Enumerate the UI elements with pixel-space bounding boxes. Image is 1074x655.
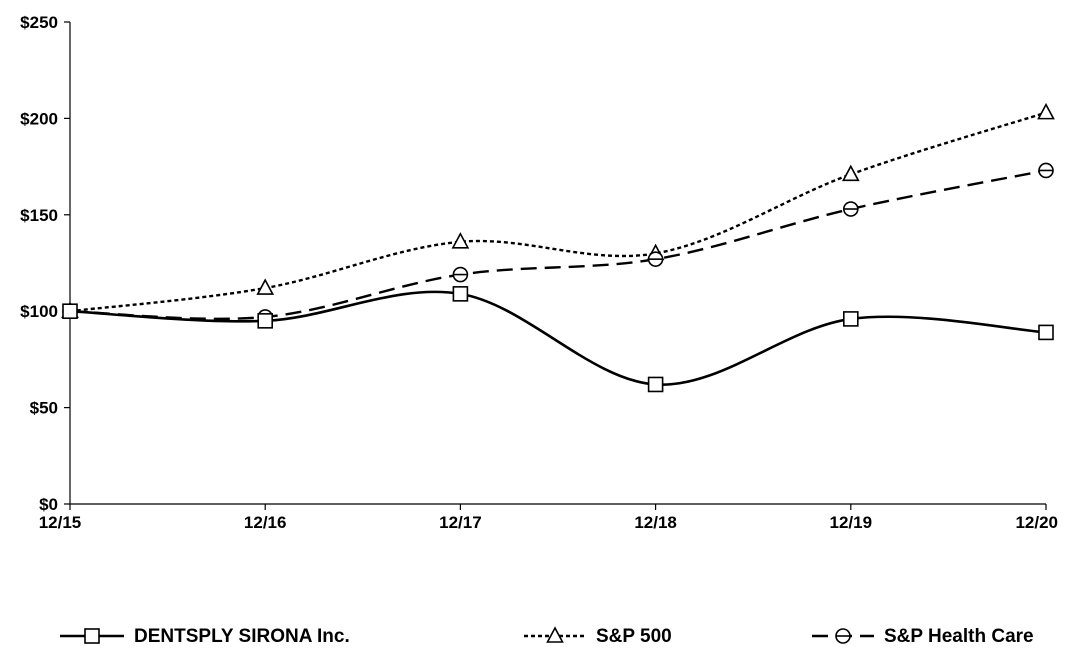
y-tick-label: $100: [20, 302, 58, 321]
legend-label: DENTSPLY SIRONA Inc.: [134, 626, 350, 647]
axes: [64, 21, 1047, 510]
y-tick-label: $250: [20, 13, 58, 32]
series-line: [69, 169, 1047, 321]
data-point-marker: [451, 232, 470, 249]
legend-label: S&P Health Care: [884, 626, 1034, 647]
x-tick-label: 12/19: [830, 513, 873, 532]
x-tick-label: 12/18: [634, 513, 677, 532]
legend-marker: [835, 628, 851, 644]
legend-item: S&P Health Care: [812, 626, 1034, 647]
series-line: [69, 111, 1047, 313]
data-point-marker: [842, 311, 859, 327]
legend-marker: [84, 628, 100, 644]
data-point-marker: [1037, 102, 1055, 120]
series-lines: [61, 102, 1055, 393]
data-point-marker: [1038, 324, 1054, 341]
data-point-marker: [257, 313, 274, 329]
legend-marker: [546, 626, 564, 643]
y-tick-label: $50: [30, 399, 58, 418]
series-line: [69, 290, 1047, 386]
series-0: [62, 286, 1054, 393]
series-2: [62, 162, 1054, 325]
y-tick-label: $150: [20, 206, 58, 225]
data-point-marker: [647, 251, 664, 267]
y-tick-label: $0: [39, 495, 58, 514]
data-point-marker: [841, 164, 860, 182]
y-tick-label: $200: [20, 109, 58, 128]
x-tick-label: 12/16: [244, 513, 287, 532]
x-tick-label: 12/20: [1015, 513, 1058, 532]
legend-label: S&P 500: [596, 626, 672, 647]
tick-labels: $0 $50 $100 $150 $200 $250 12/15 12/16 12/17 12/1…: [20, 13, 1058, 532]
x-tick-label: 12/17: [439, 513, 482, 532]
data-point-marker: [256, 278, 275, 295]
series-1: [61, 102, 1055, 319]
data-point-marker: [647, 376, 664, 393]
legend-item: DENTSPLY SIRONA Inc.: [60, 626, 350, 647]
legend-item: S&P 500: [524, 626, 672, 647]
data-point-marker: [62, 303, 78, 320]
data-point-marker: [1038, 162, 1054, 179]
legend: DENTSPLY SIRONA Inc. S&P 500 S&P Health Ca…: [60, 626, 1034, 647]
data-point-marker: [842, 201, 859, 217]
data-point-marker: [452, 286, 469, 302]
x-tick-label: 12/15: [39, 513, 82, 532]
data-point-marker: [452, 266, 469, 283]
